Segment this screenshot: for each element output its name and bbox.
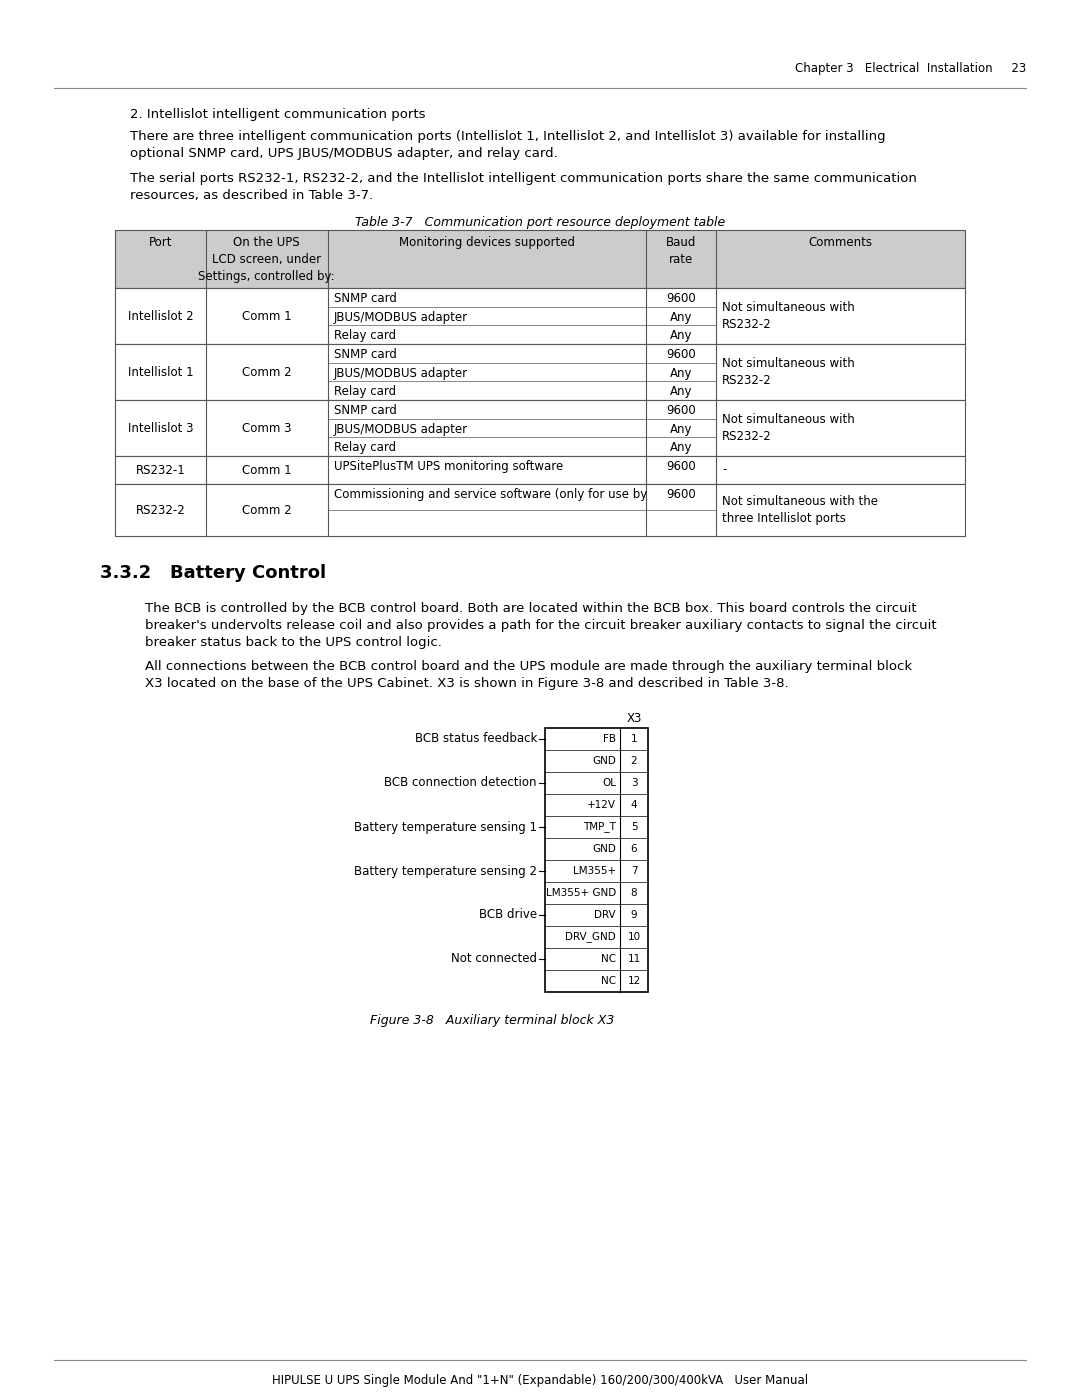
Text: Not simultaneous with
RS232-2: Not simultaneous with RS232-2 [721, 300, 854, 331]
Bar [114, 400, 966, 455]
Text: LM355+: LM355+ [572, 866, 616, 876]
Bar [114, 231, 966, 288]
Text: 4: 4 [631, 800, 637, 810]
Text: 9600: 9600 [666, 460, 696, 474]
Text: Table 3-7   Communication port resource deployment table: Table 3-7 Communication port resource de… [355, 217, 725, 229]
Text: UPSitePlusTM UPS monitoring software: UPSitePlusTM UPS monitoring software [334, 460, 563, 474]
Text: TMP_T: TMP_T [583, 821, 616, 833]
Text: JBUS/MODBUS adapter: JBUS/MODBUS adapter [334, 366, 468, 380]
Text: Not connected: Not connected [451, 953, 537, 965]
Text: OL: OL [602, 778, 616, 788]
Text: Not simultaneous with the
three Intellislot ports: Not simultaneous with the three Intellis… [721, 495, 878, 525]
Text: NC: NC [600, 977, 616, 986]
Text: 2: 2 [631, 756, 637, 766]
Text: 2. Intellislot intelligent communication ports: 2. Intellislot intelligent communication… [130, 108, 426, 122]
Bar [114, 288, 966, 344]
Text: Chapter 3   Electrical  Installation     23: Chapter 3 Electrical Installation 23 [795, 61, 1026, 75]
Text: DRV_GND: DRV_GND [565, 932, 616, 943]
Text: X3: X3 [626, 712, 642, 725]
Text: 9600: 9600 [666, 348, 696, 360]
Text: Any: Any [670, 423, 692, 436]
Text: 9600: 9600 [666, 292, 696, 305]
Text: Intellislot 1: Intellislot 1 [127, 366, 193, 379]
Text: Any: Any [670, 386, 692, 398]
Text: 9600: 9600 [666, 404, 696, 416]
Text: Intellislot 2: Intellislot 2 [127, 310, 193, 323]
Text: SNMP card: SNMP card [334, 348, 396, 360]
Text: Battery temperature sensing 1: Battery temperature sensing 1 [354, 820, 537, 834]
Text: All connections between the BCB control board and the UPS module are made throug: All connections between the BCB control … [145, 659, 913, 690]
Text: Comm 1: Comm 1 [242, 464, 292, 476]
Text: Comm 3: Comm 3 [242, 422, 292, 434]
Text: Any: Any [670, 366, 692, 380]
Text: Figure 3-8   Auxiliary terminal block X3: Figure 3-8 Auxiliary terminal block X3 [370, 1014, 615, 1027]
Text: RS232-1: RS232-1 [136, 464, 186, 476]
Text: Commissioning and service software (only for use by: Commissioning and service software (only… [334, 488, 647, 502]
Text: 9: 9 [631, 909, 637, 921]
Text: Comm 1: Comm 1 [242, 310, 292, 323]
Text: JBUS/MODBUS adapter: JBUS/MODBUS adapter [334, 423, 468, 436]
Bar [114, 483, 966, 536]
Text: 1: 1 [631, 733, 637, 745]
Text: Relay card: Relay card [334, 330, 395, 342]
Text: 10: 10 [627, 932, 640, 942]
Text: -: - [721, 464, 727, 476]
Text: Relay card: Relay card [334, 386, 395, 398]
Text: 6: 6 [631, 844, 637, 854]
Text: Not simultaneous with
RS232-2: Not simultaneous with RS232-2 [721, 414, 854, 443]
Text: Intellislot 3: Intellislot 3 [127, 422, 193, 434]
Text: BCB drive: BCB drive [478, 908, 537, 922]
Text: Relay card: Relay card [334, 441, 395, 454]
Text: SNMP card: SNMP card [334, 404, 396, 416]
Text: 3: 3 [631, 778, 637, 788]
Text: GND: GND [592, 844, 616, 854]
Text: Port: Port [149, 236, 172, 249]
Text: The serial ports RS232-1, RS232-2, and the Intellislot intelligent communication: The serial ports RS232-1, RS232-2, and t… [130, 172, 917, 203]
Text: 8: 8 [631, 888, 637, 898]
Text: NC: NC [600, 954, 616, 964]
Text: JBUS/MODBUS adapter: JBUS/MODBUS adapter [334, 310, 468, 324]
Text: Baud
rate: Baud rate [666, 236, 697, 265]
Text: 3.3.2   Battery Control: 3.3.2 Battery Control [100, 564, 326, 583]
Text: Comments: Comments [809, 236, 873, 249]
Bar [114, 455, 966, 483]
Text: 12: 12 [627, 977, 640, 986]
Bar [545, 728, 648, 992]
Text: LM355+ GND: LM355+ GND [545, 888, 616, 898]
Text: There are three intelligent communication ports (Intellislot 1, Intellislot 2, a: There are three intelligent communicatio… [130, 130, 886, 161]
Text: Monitoring devices supported: Monitoring devices supported [399, 236, 575, 249]
Text: SNMP card: SNMP card [334, 292, 396, 305]
Text: RS232-2: RS232-2 [136, 503, 186, 517]
Text: Any: Any [670, 310, 692, 324]
Text: 11: 11 [627, 954, 640, 964]
Text: Comm 2: Comm 2 [242, 503, 292, 517]
Text: Any: Any [670, 330, 692, 342]
Text: FB: FB [603, 733, 616, 745]
Text: Not simultaneous with
RS232-2: Not simultaneous with RS232-2 [721, 358, 854, 387]
Text: 7: 7 [631, 866, 637, 876]
Text: HIPULSE U UPS Single Module And "1+N" (Expandable) 160/200/300/400kVA   User Man: HIPULSE U UPS Single Module And "1+N" (E… [272, 1375, 808, 1387]
Text: DRV: DRV [594, 909, 616, 921]
Text: On the UPS
LCD screen, under
Settings, controlled by:: On the UPS LCD screen, under Settings, c… [199, 236, 335, 284]
Text: 9600: 9600 [666, 488, 696, 502]
Text: +12V: +12V [588, 800, 616, 810]
Text: Battery temperature sensing 2: Battery temperature sensing 2 [354, 865, 537, 877]
Text: 5: 5 [631, 821, 637, 833]
Text: BCB status feedback: BCB status feedback [415, 732, 537, 746]
Text: BCB connection detection: BCB connection detection [384, 777, 537, 789]
Text: Any: Any [670, 441, 692, 454]
Text: GND: GND [592, 756, 616, 766]
Text: The BCB is controlled by the BCB control board. Both are located within the BCB : The BCB is controlled by the BCB control… [145, 602, 936, 650]
Bar [114, 344, 966, 400]
Text: Comm 2: Comm 2 [242, 366, 292, 379]
